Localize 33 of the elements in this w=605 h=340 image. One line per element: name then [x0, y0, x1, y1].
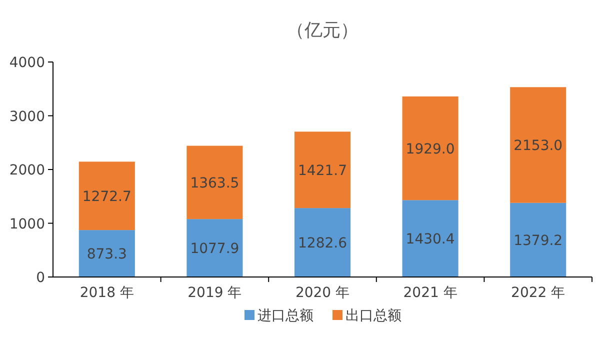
- bar: [186, 146, 243, 220]
- x-tick-label: 2020 年: [295, 285, 350, 301]
- bar: [402, 96, 458, 200]
- y-tick-label: 4000: [9, 55, 45, 71]
- legend-label: 进口总额: [258, 308, 314, 324]
- y-tick-label: 0: [36, 270, 45, 286]
- y-tick-label: 3000: [9, 108, 45, 125]
- data-label: 1272.7: [82, 188, 132, 205]
- data-label: 2153.0: [514, 138, 563, 154]
- legend-label: 出口总额: [346, 308, 402, 324]
- y-tick-label: 2000: [9, 162, 45, 178]
- data-label: 1077.9: [190, 241, 240, 258]
- bar: [510, 202, 566, 277]
- bar: [78, 162, 135, 230]
- x-tick-label: 2019 年: [188, 285, 242, 301]
- x-tick-label: 2018 年: [80, 285, 134, 301]
- bar: [294, 208, 351, 277]
- bar: [402, 200, 458, 277]
- data-label: 1379.2: [514, 232, 563, 249]
- data-label: 1363.5: [190, 175, 240, 192]
- y-tick-label: 1000: [9, 216, 45, 232]
- bar: [294, 132, 351, 208]
- x-tick-label: 2021 年: [403, 285, 458, 301]
- x-tick-label: 2022 年: [511, 285, 566, 301]
- data-label: 1282.6: [298, 236, 348, 252]
- data-label: 1929.0: [406, 141, 455, 158]
- data-label: 1421.7: [298, 162, 347, 179]
- data-label: 1430.4: [406, 232, 455, 248]
- chart-title: （亿元）: [286, 20, 358, 41]
- bar: [186, 219, 243, 277]
- bar: [510, 87, 566, 203]
- bar: [78, 230, 135, 277]
- data-label: 873.3: [86, 246, 127, 263]
